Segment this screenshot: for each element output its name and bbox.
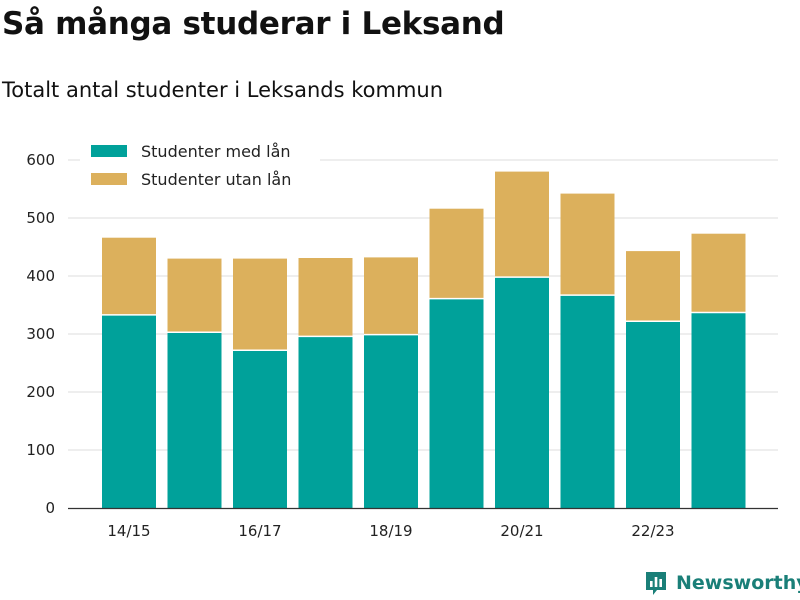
brand-name: Newsworthy bbox=[676, 572, 800, 594]
bar-segment-without-loan bbox=[364, 257, 418, 335]
y-tick-label: 600 bbox=[26, 151, 55, 169]
x-tick-label: 20/21 bbox=[500, 522, 543, 540]
bar-segment-without-loan bbox=[102, 237, 156, 315]
x-tick-label: 22/23 bbox=[631, 522, 674, 540]
x-tick-label: 18/19 bbox=[369, 522, 412, 540]
y-tick-label: 500 bbox=[26, 209, 55, 227]
bar-segment-with-loan bbox=[233, 350, 287, 508]
legend-swatch-without-loan bbox=[91, 173, 127, 185]
y-tick-label: 400 bbox=[26, 267, 55, 285]
legend-label: Studenter med lån bbox=[141, 142, 291, 161]
chart-title: Så många studerar i Leksand bbox=[2, 6, 505, 42]
bar-segment-without-loan bbox=[495, 171, 549, 278]
bar-segment-without-loan bbox=[233, 258, 287, 351]
bar-segment-without-loan bbox=[691, 233, 746, 313]
bar-segment-with-loan bbox=[560, 295, 615, 508]
bar-segment-without-loan bbox=[429, 208, 484, 299]
y-tick-label: 200 bbox=[26, 383, 55, 401]
bar-segment-without-loan bbox=[167, 258, 222, 333]
bar-segment-with-loan bbox=[167, 332, 222, 508]
x-tick-label: 14/15 bbox=[107, 522, 150, 540]
bar-segment-without-loan bbox=[560, 193, 615, 296]
brand-logo: Newsworthy bbox=[644, 570, 800, 596]
bar-segment-with-loan bbox=[364, 334, 418, 508]
bar-segment-without-loan bbox=[626, 251, 680, 322]
bar-segment-with-loan bbox=[626, 321, 680, 508]
bar-segment-without-loan bbox=[298, 258, 353, 337]
bar-segment-with-loan bbox=[495, 277, 549, 508]
x-tick-label: 16/17 bbox=[238, 522, 281, 540]
bar-segment-with-loan bbox=[691, 312, 746, 508]
legend-swatch-with-loan bbox=[91, 145, 127, 157]
bar-segment-with-loan bbox=[298, 336, 353, 508]
bar-segment-with-loan bbox=[102, 314, 156, 508]
bar-chart-logo-icon bbox=[646, 572, 666, 595]
legend-label: Studenter utan lån bbox=[141, 170, 291, 189]
y-tick-label: 100 bbox=[26, 441, 55, 459]
chart-subtitle: Totalt antal studenter i Leksands kommun bbox=[2, 78, 444, 102]
y-tick-label: 0 bbox=[45, 499, 55, 517]
bar-segment-with-loan bbox=[429, 298, 484, 508]
y-tick-label: 300 bbox=[26, 325, 55, 343]
